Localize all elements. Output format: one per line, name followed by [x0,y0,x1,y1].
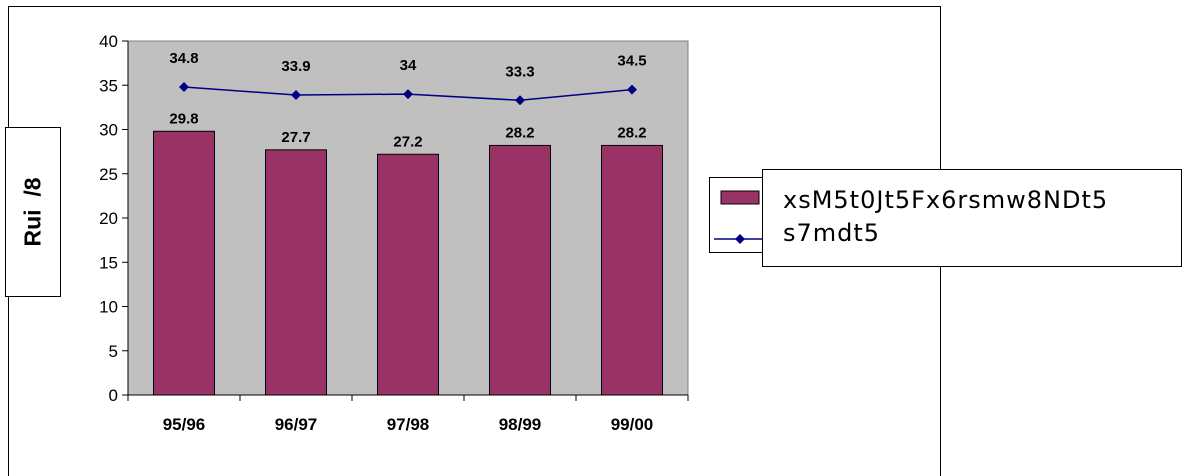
y-tick-label: 35 [99,76,118,95]
y-tick-label: 30 [99,121,118,140]
legend-line-marker [735,234,745,244]
bar-value-label: 27.7 [281,129,310,146]
line-value-label: 33.9 [281,58,310,75]
line-point [179,82,189,93]
y-axis: 0 5 10 15 20 25 30 35 40 [99,32,129,405]
line-point [627,84,637,95]
bar-value-label: 29.8 [169,110,198,127]
bar-series: 29.8 27.7 27.2 28.2 28.2 [153,110,663,396]
y-tick-label: 25 [99,165,118,184]
x-tick-label: 99/00 [611,415,654,434]
y-tick-label: 15 [99,253,118,272]
line-value-label: 33.3 [505,63,534,80]
bar [377,153,439,396]
y-tick-label: 40 [99,32,118,51]
bar [265,149,327,396]
chart-canvas: 0 5 10 15 20 25 30 35 40 95/96 96/97 97/98 98/99 99/… [99,32,689,434]
line-value-label: 34 [400,57,417,74]
y-axis-title-box: Rui /8 [5,127,61,297]
y-axis-title: Rui /8 [19,177,46,247]
line-value-label: 34.8 [169,50,198,67]
bar-value-label: 28.2 [505,124,534,141]
y-tick-label: 5 [109,342,118,361]
legend: xsM5t0Jt5Fx6rsmw8NDt5 s7mdt5 [762,169,1182,267]
line-series: 34.8 33.9 34 33.3 34.5 [169,50,647,106]
bar [153,130,215,396]
bar-value-label: 28.2 [617,124,646,141]
line-value-label: 34.5 [617,53,646,70]
x-axis: 95/96 96/97 97/98 98/99 99/00 [127,394,689,434]
x-tick-label: 95/96 [163,415,206,434]
x-tick-label: 96/97 [275,415,318,434]
legend-label-bars: xsM5t0Jt5Fx6rsmw8NDt5 [783,186,1109,214]
line-point [291,89,301,100]
y-tick-label: 0 [109,386,118,405]
y-tick-label: 20 [99,209,118,228]
line-point [515,95,525,106]
y-tick-label: 10 [99,298,118,317]
legend-bar-swatch [720,190,760,205]
legend-label-line: s7mdt5 [783,219,881,247]
bar [601,144,663,396]
x-tick-label: 98/99 [499,415,542,434]
legend-keys-svg [714,190,766,244]
bar-value-label: 27.2 [393,133,422,150]
bar [489,144,551,396]
legend-keys [709,177,766,253]
x-tick-label: 97/98 [387,415,430,434]
line-point [403,89,413,100]
